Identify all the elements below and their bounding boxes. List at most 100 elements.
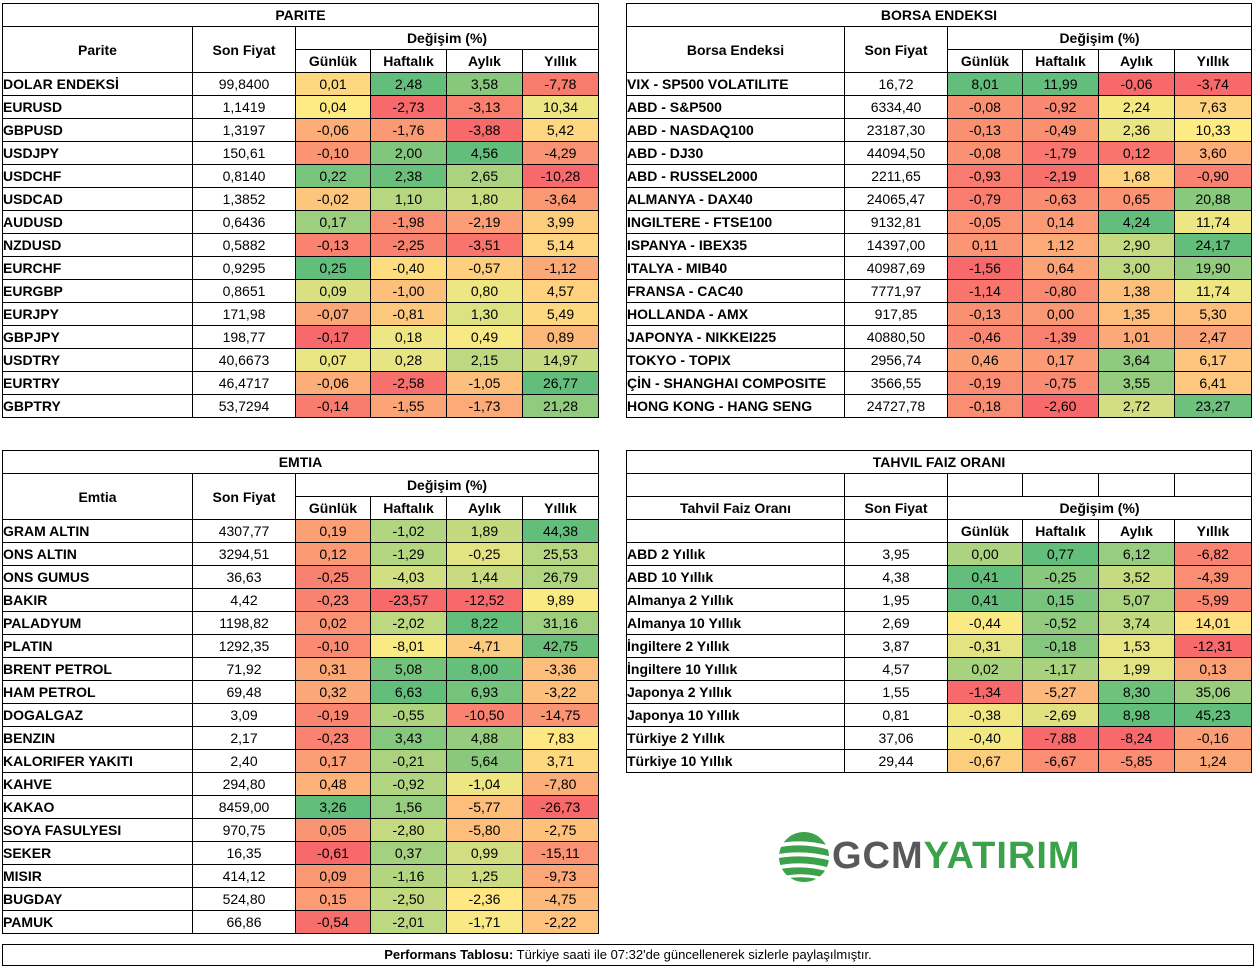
tahvil-row-change: 0,41 <box>947 588 1023 612</box>
parite-row-change: 0,49 <box>446 325 523 349</box>
parite-row-change: 5,14 <box>522 233 599 257</box>
emtia-row-change: -3,36 <box>522 657 599 681</box>
borsa-row-change: 1,01 <box>1098 325 1175 349</box>
emtia-row-change: 1,44 <box>446 565 523 589</box>
borsa-row-change: -0,93 <box>947 164 1023 188</box>
emtia-row: PAMUK 66,86 -0,54 -2,01 -1,71 -2,22 <box>2 910 599 934</box>
tahvil-blank-cell <box>947 473 1023 497</box>
borsa-row-change: -0,13 <box>947 118 1023 142</box>
emtia-row: PLATIN 1292,35 -0,10 -8,01 -4,71 42,75 <box>2 634 599 658</box>
tahvil-title-row: TAHVIL FAIZ ORANI <box>626 450 1252 474</box>
emtia-row-change: 8,22 <box>446 611 523 635</box>
borsa-row-name: ABD - NASDAQ100 <box>626 118 845 142</box>
parite-header-row: Parite Son Fiyat Değişim (%) <box>2 26 599 73</box>
emtia-row-price: 71,92 <box>192 657 296 681</box>
emtia-row-change: 1,89 <box>446 519 523 543</box>
parite-row-change: 2,65 <box>446 164 523 188</box>
tahvil-blank-cell <box>1174 473 1252 497</box>
borsa-header-col: Aylık <box>1098 49 1175 73</box>
tahvil-row-name: Japonya 10 Yıllık <box>626 703 845 727</box>
parite-row-name: USDJPY <box>2 141 193 165</box>
borsa-row-change: 3,00 <box>1098 256 1175 280</box>
emtia-subheader-row: Günlük Haftalık Aylık Yıllık <box>3 496 599 520</box>
borsa-row-price: 16,72 <box>844 72 948 96</box>
borsa-row-change: 0,17 <box>1022 348 1099 372</box>
tahvil-row-name: İngiltere 10 Yıllık <box>626 657 845 681</box>
tahvil-subheader-row: Günlük Haftalık Aylık Yıllık <box>626 519 1252 543</box>
emtia-row-name: PALADYUM <box>2 611 193 635</box>
parite-row-price: 1,1419 <box>192 95 296 119</box>
emtia-row-price: 524,80 <box>192 887 296 911</box>
borsa-header-col: Yıllık <box>1174 49 1252 73</box>
parite-row-price: 0,8140 <box>192 164 296 188</box>
parite-row-change: 26,77 <box>522 371 599 395</box>
borsa-row-change: 7,63 <box>1174 95 1252 119</box>
parite-row-change: 5,49 <box>522 302 599 326</box>
tahvil-row-change: -0,25 <box>1022 565 1099 589</box>
globe-icon <box>773 832 833 882</box>
emtia-row-name: BAKIR <box>2 588 193 612</box>
tahvil-row-change: -0,40 <box>947 726 1023 750</box>
borsa-row-change: 2,90 <box>1098 233 1175 257</box>
emtia-row-price: 2,40 <box>192 749 296 773</box>
parite-row: EURTRY 46,4717 -0,06 -2,58 -1,05 26,77 <box>2 371 599 395</box>
emtia-row-change: 31,16 <box>522 611 599 635</box>
parite-row-price: 0,8651 <box>192 279 296 303</box>
parite-row: EURGBP 0,8651 0,09 -1,00 0,80 4,57 <box>2 279 599 303</box>
tahvil-row-change: -0,18 <box>1022 634 1099 658</box>
emtia-row: DOGALGAZ 3,09 -0,19 -0,55 -10,50 -14,75 <box>2 703 599 727</box>
borsa-row: INGILTERE - FTSE100 9132,81 -0,05 0,14 4,24 1… <box>626 210 1252 234</box>
parite-header-col: Haftalık <box>370 49 447 73</box>
emtia-row-change: 0,32 <box>295 680 371 704</box>
emtia-row-name: BRENT PETROL <box>2 657 193 681</box>
tahvil-row-change: 0,41 <box>947 565 1023 589</box>
tahvil-row-price: 1,95 <box>844 588 948 612</box>
footer-label: Performans Tablosu: <box>384 947 514 962</box>
tahvil-row-change: -8,24 <box>1098 726 1175 750</box>
emtia-row-change: 1,25 <box>446 864 523 888</box>
borsa-row-change: 1,12 <box>1022 233 1099 257</box>
borsa-row-change: -0,08 <box>947 141 1023 165</box>
emtia-row-price: 294,80 <box>192 772 296 796</box>
emtia-row-name: KAHVE <box>2 772 193 796</box>
emtia-row-change: 42,75 <box>522 634 599 658</box>
borsa-row: HONG KONG - HANG SENG 24727,78 -0,18 -2,60 2… <box>626 394 1252 418</box>
borsa-row-change: -0,92 <box>1022 95 1099 119</box>
emtia-header-col: Aylık <box>446 496 523 520</box>
parite-row-name: GBPTRY <box>2 394 193 418</box>
borsa-row-name: HOLLANDA - AMX <box>626 302 845 326</box>
parite-row-change: -0,81 <box>370 302 447 326</box>
parite-header-change: Değişim (%) <box>295 26 599 50</box>
parite-row-price: 53,7294 <box>192 394 296 418</box>
parite-row-price: 99,8400 <box>192 72 296 96</box>
tahvil-row-change: 0,77 <box>1022 542 1099 566</box>
borsa-row-change: -1,56 <box>947 256 1023 280</box>
emtia-row-change: 0,02 <box>295 611 371 635</box>
parite-row-price: 198,77 <box>192 325 296 349</box>
borsa-row-price: 24065,47 <box>844 187 948 211</box>
emtia-row: ONS GUMUS 36,63 -0,25 -4,03 1,44 26,79 <box>2 565 599 589</box>
parite-row-change: 1,10 <box>370 187 447 211</box>
borsa-row-name: ABD - RUSSEL2000 <box>626 164 845 188</box>
borsa-row-change: 2,72 <box>1098 394 1175 418</box>
parite-row-change: 1,80 <box>446 187 523 211</box>
tahvil-row-change: -1,17 <box>1022 657 1099 681</box>
parite-row-change: -0,02 <box>295 187 371 211</box>
borsa-row-change: 0,65 <box>1098 187 1175 211</box>
parite-row-change: 0,01 <box>295 72 371 96</box>
borsa-subheader-row: Günlük Haftalık Aylık Yıllık <box>627 49 1252 73</box>
tahvil-header-col: Yıllık <box>1174 519 1252 543</box>
emtia-row-change: 6,93 <box>446 680 523 704</box>
emtia-title-row: EMTIA <box>2 450 599 474</box>
tahvil-row-change: 0,00 <box>947 542 1023 566</box>
parite-row-name: EURTRY <box>2 371 193 395</box>
parite-row-change: 4,57 <box>522 279 599 303</box>
emtia-row-name: HAM PETROL <box>2 680 193 704</box>
emtia-row: HAM PETROL 69,48 0,32 6,63 6,93 -3,22 <box>2 680 599 704</box>
borsa-row-change: 2,47 <box>1174 325 1252 349</box>
emtia-row: GRAM ALTIN 4307,77 0,19 -1,02 1,89 44,38 <box>2 519 599 543</box>
borsa-row-change: -0,46 <box>947 325 1023 349</box>
emtia-row-change: 3,71 <box>522 749 599 773</box>
emtia-row-change: -2,50 <box>370 887 447 911</box>
parite-row-change: -0,07 <box>295 302 371 326</box>
